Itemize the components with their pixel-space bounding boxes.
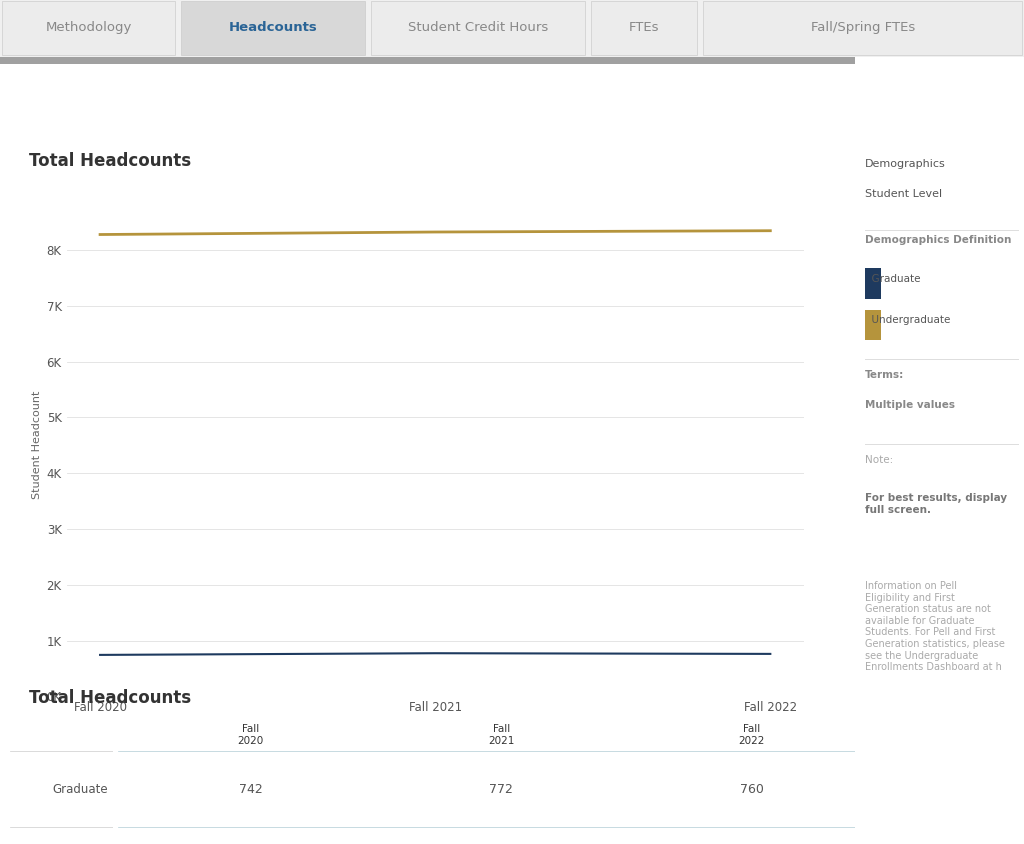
Text: Multiple values: Multiple values [865,400,955,410]
Text: Fall
2020: Fall 2020 [238,724,263,746]
Text: Student Level: Student Level [865,189,942,199]
Text: Graduate: Graduate [865,274,921,284]
Text: 742: 742 [239,782,262,796]
Text: Note:: Note: [865,455,894,465]
Text: Graduate: Graduate [52,782,108,796]
Text: Headcounts: Headcounts [228,21,317,34]
Text: Fall/Spring FTEs: Fall/Spring FTEs [811,21,914,34]
Bar [591,1,697,55]
Text: Total Headcounts: Total Headcounts [29,152,191,170]
Text: Demographics Definition: Demographics Definition [865,235,1012,246]
Bar [865,310,881,339]
Text: Fall
2022: Fall 2022 [738,724,765,746]
Text: Student Credit Hours: Student Credit Hours [408,21,548,34]
Bar [0,57,855,64]
Text: Fall
2021: Fall 2021 [488,724,514,746]
Text: 760: 760 [740,782,764,796]
Bar [865,268,881,299]
Text: FTEs: FTEs [629,21,659,34]
Text: Undergraduate: Undergraduate [865,315,950,325]
Bar [371,1,585,55]
Text: For best results, display
full screen.: For best results, display full screen. [865,493,1008,515]
Text: Demographics: Demographics [865,159,946,169]
Text: Methodology: Methodology [45,21,132,34]
Text: Information on Pell
Eligibility and First
Generation status are not
available fo: Information on Pell Eligibility and Firs… [865,582,1006,673]
Text: Terms:: Terms: [865,370,904,380]
Y-axis label: Student Headcount: Student Headcount [33,391,42,500]
Text: Total Headcounts: Total Headcounts [29,689,191,707]
Text: 772: 772 [489,782,513,796]
Bar [2,1,175,55]
Bar [181,1,365,55]
Bar [703,1,1022,55]
